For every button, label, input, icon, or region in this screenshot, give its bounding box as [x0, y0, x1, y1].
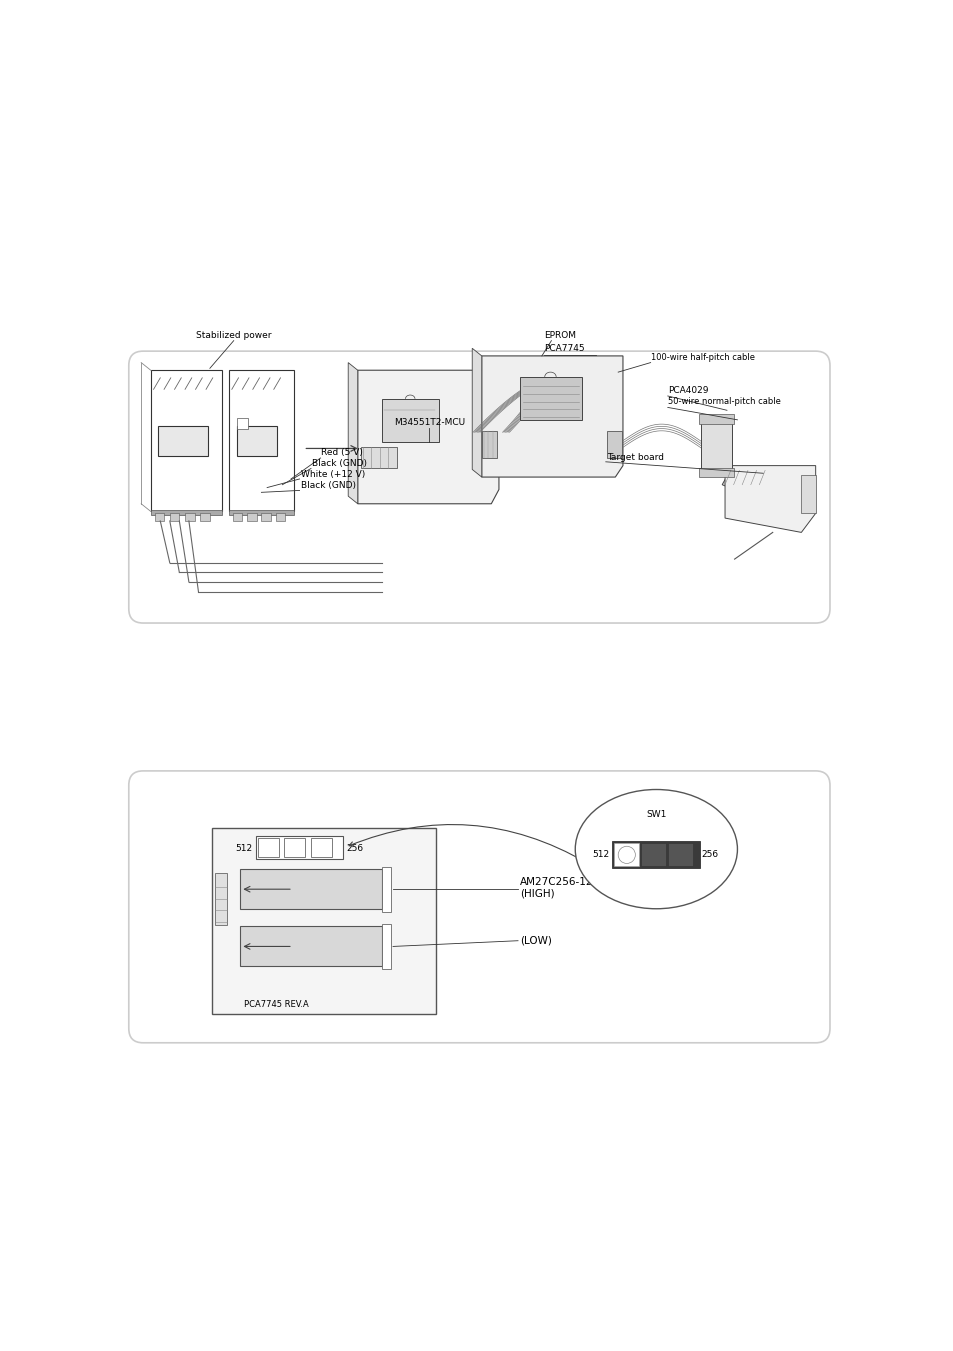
- Circle shape: [618, 846, 635, 863]
- Bar: [255, 836, 343, 859]
- Bar: [240, 869, 381, 909]
- Bar: [360, 447, 396, 467]
- FancyArrowPatch shape: [349, 824, 586, 863]
- Bar: [170, 513, 179, 521]
- Bar: [200, 513, 210, 521]
- Bar: [481, 431, 497, 458]
- Polygon shape: [357, 370, 498, 504]
- Bar: [261, 513, 271, 521]
- Circle shape: [159, 480, 172, 493]
- Text: Black (GND): Black (GND): [300, 481, 355, 490]
- Circle shape: [305, 871, 339, 907]
- Bar: [151, 370, 222, 512]
- Text: 512: 512: [592, 850, 609, 859]
- Bar: [236, 417, 248, 430]
- Bar: [699, 467, 733, 477]
- Polygon shape: [348, 362, 357, 504]
- Text: EPROM: EPROM: [543, 331, 576, 339]
- Text: Stabilized power: Stabilized power: [195, 331, 272, 339]
- Text: PCA7745 REV.A: PCA7745 REV.A: [244, 1000, 309, 1009]
- Circle shape: [176, 480, 190, 493]
- Bar: [247, 513, 256, 521]
- Bar: [240, 927, 381, 966]
- Bar: [158, 426, 208, 457]
- Bar: [275, 513, 285, 521]
- Bar: [311, 838, 332, 857]
- Bar: [614, 843, 639, 866]
- Circle shape: [314, 840, 328, 854]
- Text: (LOW): (LOW): [519, 936, 551, 946]
- Bar: [519, 377, 581, 420]
- Bar: [640, 843, 665, 866]
- Bar: [233, 513, 242, 521]
- Bar: [236, 426, 276, 457]
- Text: Target board: Target board: [606, 453, 663, 462]
- Bar: [699, 415, 733, 424]
- Bar: [284, 838, 305, 857]
- Bar: [612, 842, 700, 869]
- Ellipse shape: [575, 789, 737, 909]
- Polygon shape: [472, 349, 481, 477]
- Bar: [381, 399, 438, 442]
- Bar: [214, 873, 227, 925]
- Circle shape: [235, 480, 249, 493]
- Bar: [212, 828, 436, 1015]
- Bar: [606, 431, 621, 458]
- Bar: [229, 509, 294, 515]
- Text: 512: 512: [235, 843, 253, 852]
- Bar: [667, 843, 692, 866]
- Bar: [700, 417, 731, 470]
- Circle shape: [261, 840, 274, 854]
- Bar: [257, 838, 278, 857]
- FancyBboxPatch shape: [129, 771, 829, 1043]
- Text: AM27C256-120DC: AM27C256-120DC: [519, 877, 615, 886]
- Text: PCA7745: PCA7745: [543, 345, 584, 353]
- Text: M34551T2-MCU: M34551T2-MCU: [394, 419, 464, 427]
- Text: 100-wire half-pitch cable: 100-wire half-pitch cable: [650, 353, 754, 362]
- Bar: [381, 924, 391, 969]
- Polygon shape: [721, 467, 772, 501]
- Bar: [151, 509, 222, 515]
- Bar: [229, 370, 294, 512]
- Polygon shape: [724, 466, 815, 532]
- Circle shape: [288, 840, 301, 854]
- Text: (HIGH): (HIGH): [519, 888, 554, 898]
- Text: 256: 256: [346, 843, 363, 852]
- Bar: [154, 513, 164, 521]
- Circle shape: [193, 480, 207, 493]
- Text: SW1: SW1: [645, 809, 666, 819]
- Circle shape: [270, 480, 283, 493]
- Text: PCA4029: PCA4029: [667, 386, 707, 394]
- FancyBboxPatch shape: [129, 351, 829, 623]
- Text: Red (5 V): Red (5 V): [321, 449, 363, 457]
- Text: 50-wire normal-pitch cable: 50-wire normal-pitch cable: [667, 397, 780, 407]
- Polygon shape: [481, 355, 622, 477]
- Bar: [381, 867, 391, 912]
- Bar: [185, 513, 194, 521]
- Bar: [801, 476, 815, 513]
- Circle shape: [305, 929, 339, 963]
- Text: Black (GND): Black (GND): [312, 459, 367, 469]
- Circle shape: [253, 480, 266, 493]
- Text: 256: 256: [700, 850, 718, 859]
- Text: White (+12 V): White (+12 V): [300, 470, 364, 480]
